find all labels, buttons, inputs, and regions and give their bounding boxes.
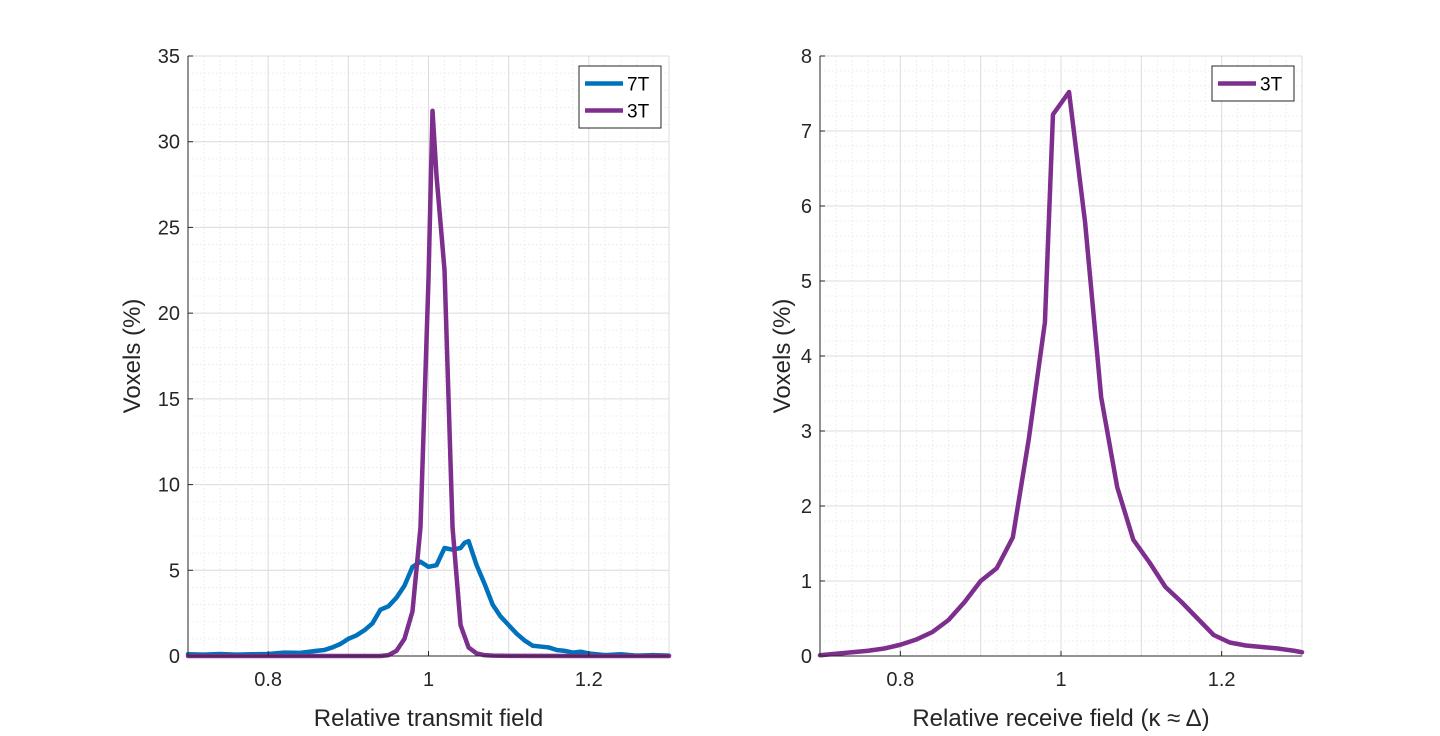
chart-panel-right: 0.8 1 1.2 0 1 2 3 4 5 6 7 8 Relative receive field (… bbox=[769, 46, 1305, 732]
chart-panel-left: 0.8 1 1.2 0 5 10 15 20 25 30 35 Relative transmit f… bbox=[119, 46, 672, 732]
series-line-3t bbox=[817, 89, 1305, 658]
y-tick-label: 15 bbox=[158, 389, 180, 411]
x-axis-label: Relative transmit field bbox=[314, 705, 543, 732]
x-axis-label: Relative receive field (κ ≈ Δ) bbox=[912, 705, 1209, 732]
y-tick-label: 25 bbox=[158, 217, 180, 239]
y-tick-label: 8 bbox=[801, 46, 812, 68]
y-tick-label: 7 bbox=[801, 121, 812, 143]
legend-entry-7t: 7T bbox=[627, 75, 650, 96]
x-tick-label: 0.8 bbox=[254, 669, 282, 691]
x-tick-label: 1 bbox=[423, 669, 434, 691]
y-tick-label: 4 bbox=[801, 346, 812, 368]
legend-entry-3t: 3T bbox=[627, 102, 650, 123]
legend-box bbox=[578, 65, 662, 129]
y-tick-label: 10 bbox=[158, 475, 180, 497]
y-tick-label: 1 bbox=[801, 571, 812, 593]
series-line-7t bbox=[185, 538, 672, 658]
y-tick-label: 20 bbox=[158, 303, 180, 325]
y-tick-label: 30 bbox=[158, 132, 180, 154]
y-axis-label: Voxels (%) bbox=[119, 299, 146, 414]
legend: 3T bbox=[1211, 65, 1295, 102]
y-tick-label: 5 bbox=[169, 560, 180, 582]
y-axis-label: Voxels (%) bbox=[769, 299, 796, 414]
y-tick-label: 0 bbox=[801, 646, 812, 668]
y-tick-label: 5 bbox=[801, 271, 812, 293]
y-tick-label: 3 bbox=[801, 421, 812, 443]
y-tick-label: 6 bbox=[801, 196, 812, 218]
legend-entry-3t: 3T bbox=[1260, 75, 1283, 96]
x-tick-label: 1 bbox=[1055, 669, 1066, 691]
x-tick-label: 1.2 bbox=[575, 669, 603, 691]
x-tick-label: 0.8 bbox=[886, 669, 914, 691]
x-tick-label: 1.2 bbox=[1208, 669, 1236, 691]
y-tick-label: 2 bbox=[801, 496, 812, 518]
y-tick-label: 35 bbox=[158, 46, 180, 68]
y-tick-label: 0 bbox=[169, 646, 180, 668]
